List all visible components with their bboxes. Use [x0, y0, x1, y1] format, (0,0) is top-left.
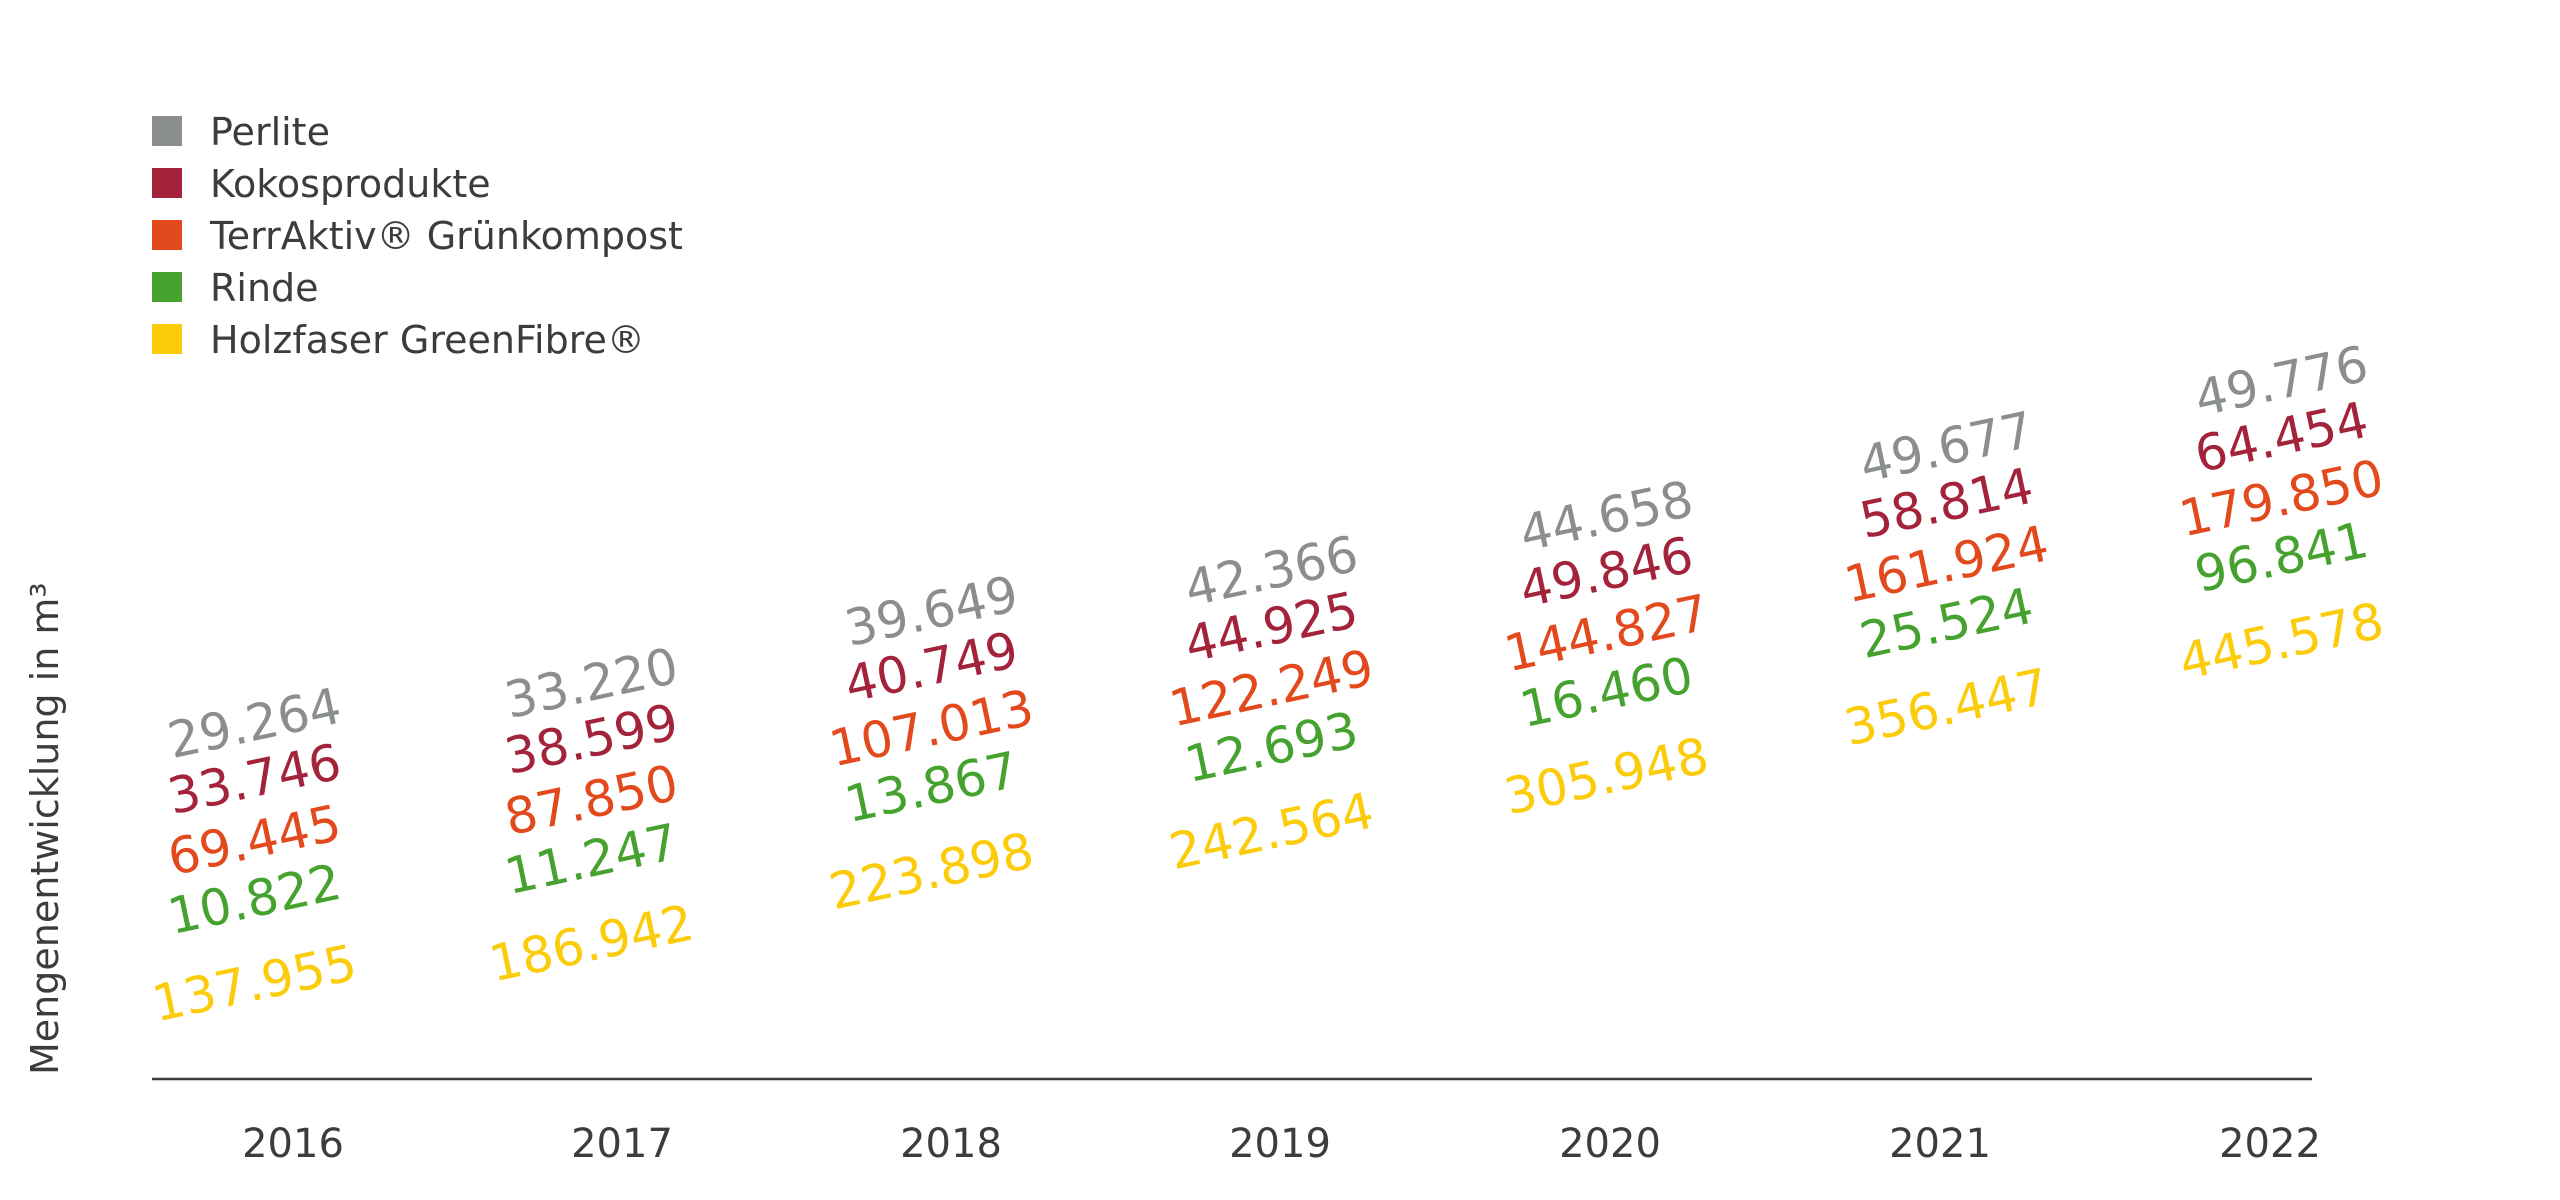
value-label: 242.564	[1164, 782, 1378, 882]
x-tick-label: 2018	[900, 1121, 1002, 1167]
legend-swatch	[152, 272, 182, 302]
value-label: 305.948	[1499, 727, 1713, 827]
value-label: 445.578	[2174, 592, 2388, 692]
value-label: 223.898	[824, 822, 1038, 922]
x-tick-label: 2019	[1229, 1121, 1331, 1167]
x-tick-label: 2021	[1889, 1121, 1991, 1167]
value-label: 137.955	[147, 934, 361, 1034]
legend-label: TerrAktiv® Grünkompost	[209, 214, 683, 258]
x-tick-label: 2017	[571, 1121, 673, 1167]
legend-label: Rinde	[210, 266, 319, 310]
x-tick-label: 2020	[1559, 1121, 1661, 1167]
x-tick-label: 2022	[2219, 1121, 2321, 1167]
value-label: 186.942	[484, 894, 698, 994]
legend-swatch	[152, 168, 182, 198]
legend-swatch	[152, 116, 182, 146]
legend-swatch	[152, 324, 182, 354]
y-axis-label: Mengenentwicklung in m³	[23, 582, 67, 1075]
legend-label: Perlite	[210, 110, 330, 154]
x-axis-ticks: 2016 2017 2018 2019 2020 2021 2022	[242, 1121, 2321, 1167]
legend-swatch	[152, 220, 182, 250]
legend-label: Holzfaser GreenFibre®	[210, 318, 645, 362]
value-label: 356.447	[1839, 658, 2053, 758]
legend-label: Kokosprodukte	[210, 162, 491, 206]
x-tick-label: 2016	[242, 1121, 344, 1167]
legend: Perlite Kokosprodukte TerrAktiv® Grünkompo…	[152, 110, 683, 362]
